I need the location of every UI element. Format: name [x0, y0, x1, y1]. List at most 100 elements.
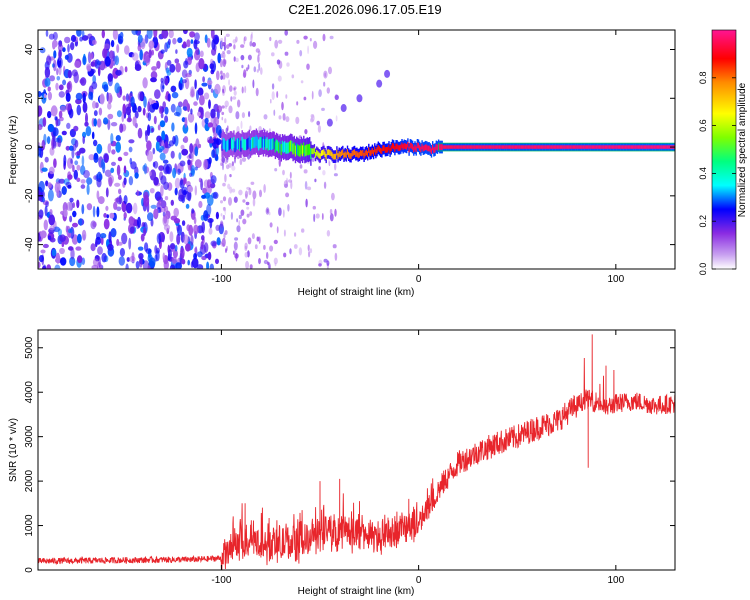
noise-cell: [162, 159, 169, 164]
noise-cell: [67, 228, 73, 234]
sparse-cell: [328, 161, 331, 167]
sparse-cell: [322, 33, 326, 42]
track-core-cell: [420, 146, 422, 153]
noise-cell: [176, 233, 181, 245]
noise-cell: [76, 30, 82, 37]
noise-cell: [198, 58, 205, 70]
track-core-cell: [517, 145, 519, 149]
track-core-cell: [532, 145, 534, 149]
noise-cell: [100, 236, 104, 246]
sparse-cell: [246, 186, 251, 190]
track-core-cell: [364, 150, 366, 157]
sparse-cell: [299, 50, 303, 57]
noise-cell: [106, 214, 109, 219]
sparse-cell: [236, 218, 238, 223]
noise-cell: [61, 186, 67, 195]
noise-cell: [132, 116, 137, 127]
track-core-cell: [424, 144, 427, 151]
noise-cell: [208, 99, 211, 109]
noise-cell: [76, 150, 81, 156]
noise-cell: [50, 105, 58, 117]
sparse-cell: [321, 107, 325, 111]
noise-cell: [38, 255, 44, 263]
noise-cell: [57, 43, 64, 52]
noise-cell: [194, 185, 197, 196]
noise-cell: [72, 143, 77, 152]
track-core-cell: [479, 145, 481, 149]
sparse-cell: [235, 57, 239, 63]
noise-cell: [41, 196, 46, 203]
sparse-cell: [237, 99, 241, 108]
noise-cell: [51, 249, 57, 257]
sparse-cell: [301, 228, 305, 233]
noise-cell: [92, 39, 97, 45]
noise-cell: [153, 208, 159, 220]
track-core-cell: [664, 145, 666, 149]
track-core-cell: [390, 145, 392, 152]
sparse-cell: [287, 204, 290, 212]
track-core-cell: [525, 145, 527, 149]
noise-cell: [164, 141, 169, 149]
track-core-cell: [396, 143, 398, 150]
noise-cell: [173, 207, 179, 218]
snr-series: [38, 334, 675, 570]
noise-cell: [90, 68, 96, 74]
track-core-cell: [513, 145, 516, 149]
sparse-cell: [318, 166, 321, 171]
track-core-cell: [648, 145, 650, 149]
track-core-cell: [356, 151, 358, 157]
sparse-cell: [225, 72, 230, 79]
noise-cell: [207, 122, 214, 128]
track-core-cell: [577, 145, 579, 149]
noise-cell: [191, 150, 194, 163]
track-core-cell: [550, 145, 552, 149]
track-core-cell: [440, 144, 442, 150]
track-core-cell: [472, 145, 474, 149]
track-core-cell: [239, 139, 241, 151]
noise-cell: [110, 40, 115, 48]
track-core-cell: [225, 140, 227, 152]
track-core-cell: [593, 145, 595, 149]
noise-cell: [93, 139, 98, 147]
sparse-cell: [318, 89, 322, 97]
track-core-cell: [268, 139, 271, 150]
noise-cell: [158, 200, 162, 206]
sparse-cell: [229, 186, 233, 194]
track-core-cell: [255, 135, 258, 147]
track-core-cell: [615, 145, 617, 149]
noise-cell: [149, 188, 155, 194]
sparse-cell: [308, 251, 311, 258]
noise-cell: [63, 36, 71, 44]
noise-cell: [117, 241, 123, 246]
track-core-cell: [665, 145, 667, 149]
track-core-cell: [358, 151, 361, 158]
noise-cell: [187, 159, 191, 166]
noise-cell: [145, 130, 148, 143]
sparse-cell: [231, 188, 236, 193]
track-core-cell: [471, 145, 473, 149]
noise-cell: [72, 202, 75, 209]
spectrogram-heatmap: [38, 30, 675, 269]
track-core-cell: [351, 150, 353, 157]
noise-cell: [43, 264, 47, 269]
track-core-cell: [397, 145, 400, 151]
track-core-cell: [654, 145, 656, 149]
sparse-cell: [233, 250, 237, 254]
track-core-cell: [230, 137, 233, 149]
track-core-cell: [668, 145, 671, 149]
track-core-cell: [359, 150, 362, 156]
noise-cell: [159, 152, 166, 161]
sparse-cell: [285, 116, 290, 123]
sparse-cell: [223, 207, 226, 212]
noise-cell: [103, 153, 109, 163]
noise-cell: [136, 189, 139, 197]
sparse-cell: [245, 193, 248, 200]
sparse-cell: [274, 39, 279, 49]
sparse-cell: [267, 261, 270, 266]
noise-cell: [104, 56, 111, 67]
track-core-cell: [584, 145, 587, 149]
sparse-cell: [322, 170, 326, 176]
colorbar-label: Normalized spectral amplitude: [737, 82, 748, 217]
track-core-cell: [616, 145, 618, 149]
sparse-cell: [291, 74, 295, 79]
